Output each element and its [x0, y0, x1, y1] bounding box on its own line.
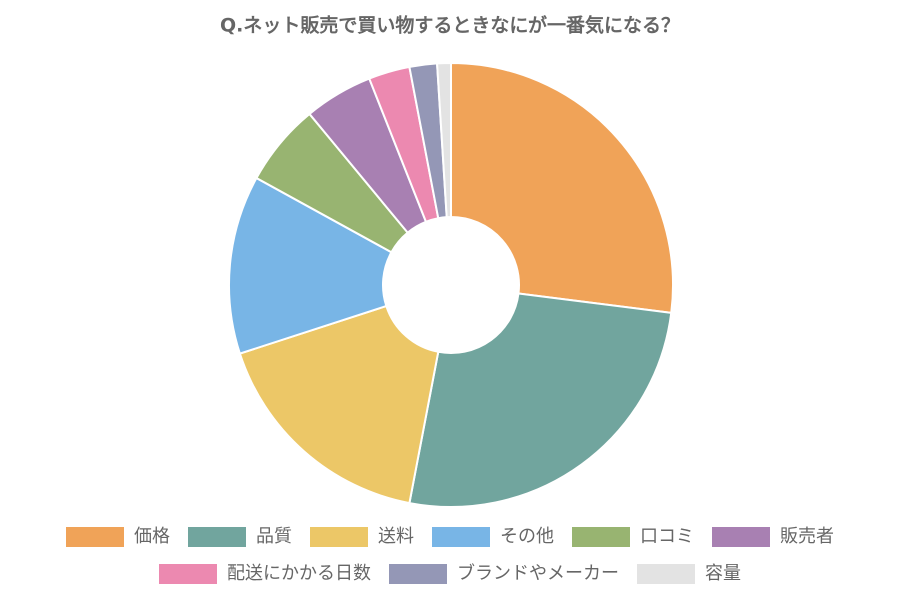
legend-swatch [571, 527, 630, 547]
slice [436, 61, 452, 219]
legend-swatch [389, 564, 448, 584]
legend-swatch [711, 527, 770, 547]
slice [238, 304, 440, 505]
legend-label: 品質 [256, 526, 292, 547]
legend-swatch [159, 564, 218, 584]
chart-title: Q.ネット販売で買い物するときなにが一番気になる？ [220, 14, 680, 37]
legend-label: 容量 [705, 563, 741, 584]
legend-label: ブランドやメーカー [457, 562, 619, 584]
legend-swatch [188, 527, 247, 547]
slice [450, 61, 674, 314]
legend-label: 送料 [378, 526, 414, 547]
legend-swatch [636, 564, 695, 584]
legend-label: その他 [500, 526, 554, 547]
legend-label: 配送にかかる日数 [227, 563, 371, 584]
slice [228, 176, 393, 355]
legend-swatch [310, 527, 369, 547]
slice [408, 292, 673, 508]
legend-label: 販売者 [780, 526, 834, 547]
legend-swatch [66, 527, 125, 547]
legend-swatch [432, 527, 491, 547]
legend-label: 価格 [134, 526, 170, 547]
legend-label: 口コミ [640, 526, 694, 547]
